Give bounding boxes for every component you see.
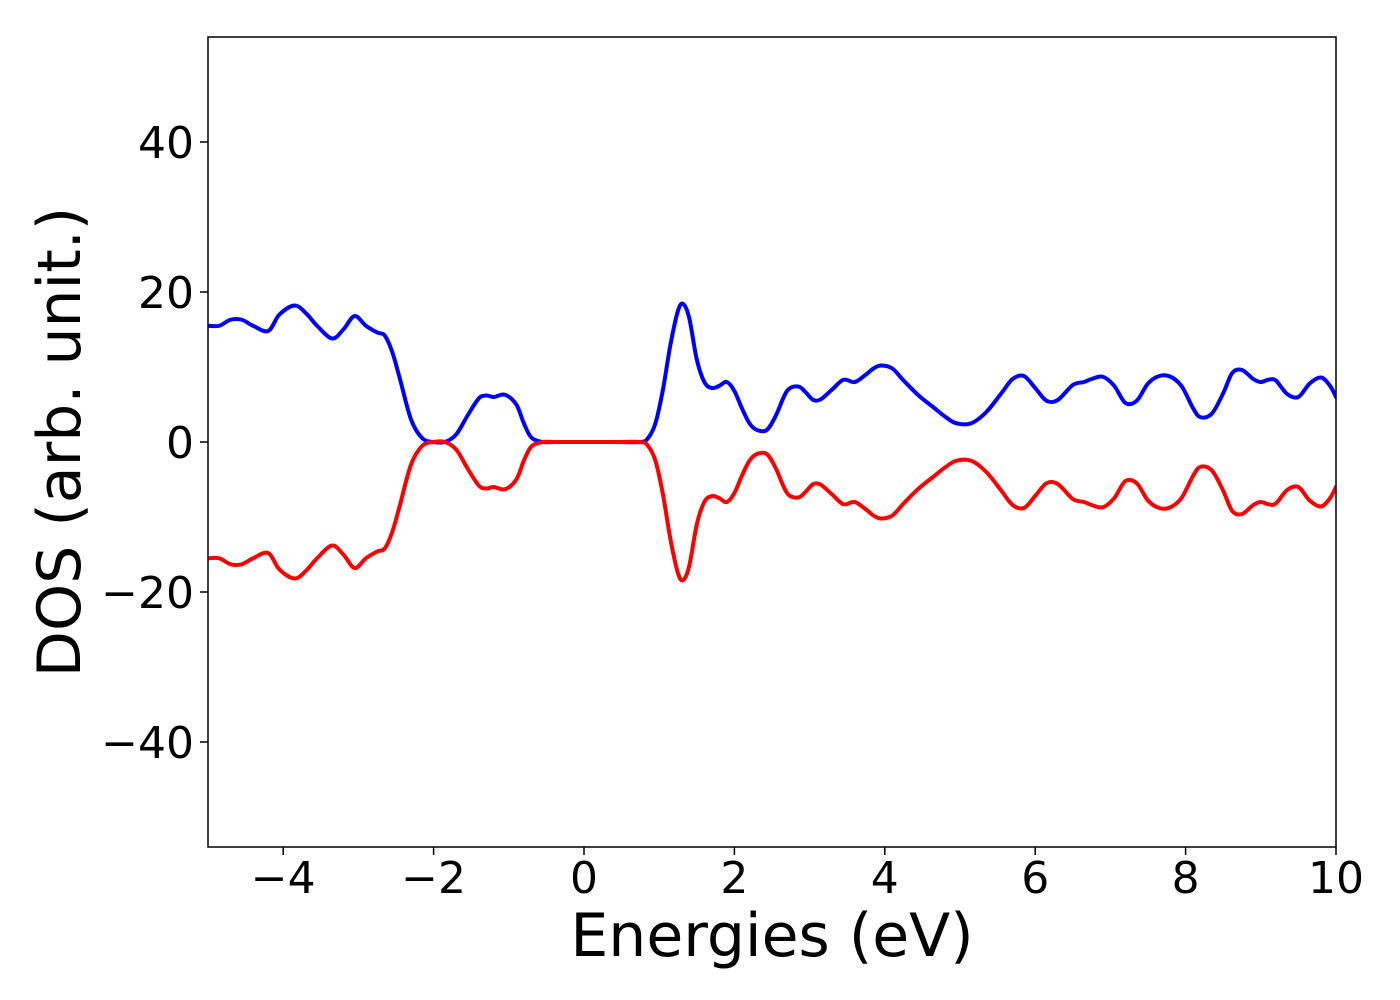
x-axis-label: Energies (eV) (570, 901, 973, 971)
y-tick-label: 0 (166, 418, 194, 469)
x-tick-label: 4 (871, 853, 899, 904)
y-axis-label: DOS (arb. unit.) (25, 207, 95, 677)
series-layer (208, 301, 1336, 583)
x-axis-ticks: −4 −2 0 2 4 6 8 10 (251, 847, 1364, 904)
y-tick-label: 40 (138, 118, 194, 169)
x-tick-label: 10 (1308, 853, 1364, 904)
series-line-1 (208, 301, 1336, 445)
series-line-2 (208, 439, 1336, 583)
y-tick-label: −20 (101, 568, 194, 619)
x-tick-label: −4 (251, 853, 316, 904)
y-tick-label: 20 (138, 268, 194, 319)
y-axis-ticks: −40 −20 0 20 40 (101, 118, 208, 769)
x-tick-label: 8 (1172, 853, 1200, 904)
x-tick-label: 2 (720, 853, 748, 904)
x-tick-label: 6 (1021, 853, 1049, 904)
x-tick-label: −2 (401, 853, 466, 904)
plot-frame (207, 36, 1337, 848)
y-tick-label: −40 (101, 718, 194, 769)
x-tick-label: 0 (570, 853, 598, 904)
